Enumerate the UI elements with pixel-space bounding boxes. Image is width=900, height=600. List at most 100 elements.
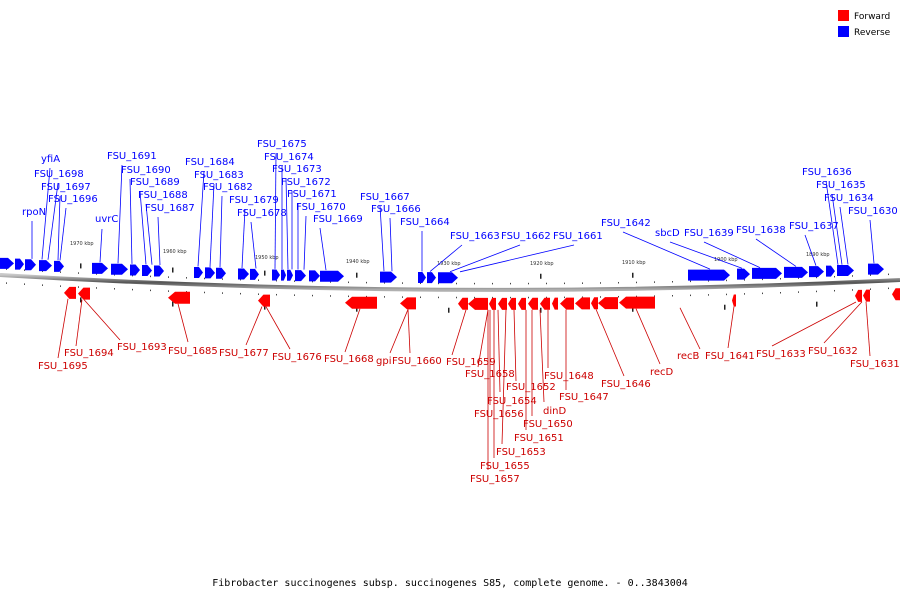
gene-label-fsu-1698[interactable]: FSU_1698: [34, 169, 84, 180]
reverse-gene-feature[interactable]: [142, 265, 152, 277]
forward-gene-feature[interactable]: [498, 297, 507, 310]
gene-label-fsu-1652[interactable]: FSU_1652: [506, 382, 556, 393]
reverse-gene-feature[interactable]: [320, 270, 344, 282]
forward-gene-feature[interactable]: [168, 291, 190, 304]
gene-label-fsu-1632[interactable]: FSU_1632: [808, 346, 858, 357]
gene-label-fsu-1638[interactable]: FSU_1638: [736, 225, 786, 236]
gene-label-yfia[interactable]: yfiA: [41, 154, 60, 165]
forward-gene-feature[interactable]: [458, 297, 468, 310]
gene-label-fsu-1636[interactable]: FSU_1636: [802, 167, 852, 178]
reverse-gene-feature[interactable]: [111, 263, 128, 275]
gene-label-fsu-1679[interactable]: FSU_1679: [229, 195, 279, 206]
gene-label-fsu-1641[interactable]: FSU_1641: [705, 351, 755, 362]
gene-label-fsu-1633[interactable]: FSU_1633: [756, 349, 806, 360]
gene-label-fsu-1660[interactable]: FSU_1660: [392, 356, 442, 367]
reverse-gene-feature[interactable]: [92, 262, 108, 274]
gene-label-fsu-1646[interactable]: FSU_1646: [601, 379, 651, 390]
reverse-gene-feature[interactable]: [438, 272, 458, 284]
gene-label-fsu-1690[interactable]: FSU_1690: [121, 165, 171, 176]
reverse-gene-feature[interactable]: [0, 257, 14, 269]
gene-label-fsu-1695[interactable]: FSU_1695: [38, 361, 88, 372]
reverse-gene-feature[interactable]: [194, 267, 203, 279]
forward-gene-feature[interactable]: [540, 297, 550, 310]
forward-gene-feature[interactable]: [400, 297, 416, 310]
reverse-gene-feature[interactable]: [752, 267, 782, 279]
reverse-gene-feature[interactable]: [380, 271, 397, 283]
reverse-gene-feature[interactable]: [15, 258, 24, 270]
forward-gene-feature[interactable]: [258, 294, 270, 307]
reverse-gene-feature[interactable]: [238, 268, 249, 280]
reverse-gene-feature[interactable]: [309, 270, 320, 282]
gene-label-fsu-1683[interactable]: FSU_1683: [194, 170, 244, 181]
reverse-gene-feature[interactable]: [287, 269, 293, 281]
gene-label-uvrc[interactable]: uvrC: [95, 214, 118, 225]
forward-gene-feature[interactable]: [64, 286, 76, 299]
gene-label-fsu-1676[interactable]: FSU_1676: [272, 352, 322, 363]
gene-label-fsu-1696[interactable]: FSU_1696: [48, 194, 98, 205]
gene-label-fsu-1661[interactable]: FSU_1661: [553, 231, 603, 242]
forward-gene-feature[interactable]: [732, 294, 736, 307]
gene-label-sbcd[interactable]: sbcD: [655, 228, 680, 239]
forward-gene-feature[interactable]: [619, 296, 655, 309]
forward-gene-feature[interactable]: [560, 297, 574, 310]
gene-label-fsu-1664[interactable]: FSU_1664: [400, 217, 450, 228]
forward-gene-feature[interactable]: [863, 289, 870, 302]
reverse-gene-feature[interactable]: [25, 259, 36, 271]
gene-label-recb[interactable]: recB: [677, 351, 700, 362]
gene-label-fsu-1678[interactable]: FSU_1678: [237, 208, 287, 219]
gene-label-fsu-1691[interactable]: FSU_1691: [107, 151, 157, 162]
gene-label-fsu-1671[interactable]: FSU_1671: [287, 189, 337, 200]
gene-label-fsu-1634[interactable]: FSU_1634: [824, 193, 874, 204]
gene-label-rpon[interactable]: rpoN: [22, 207, 46, 218]
gene-label-gpi[interactable]: gpi: [376, 356, 391, 367]
forward-gene-feature[interactable]: [345, 296, 377, 309]
reverse-gene-feature[interactable]: [39, 260, 52, 272]
gene-label-fsu-1689[interactable]: FSU_1689: [130, 177, 180, 188]
gene-label-fsu-1694[interactable]: FSU_1694: [64, 348, 114, 359]
gene-label-fsu-1670[interactable]: FSU_1670: [296, 202, 346, 213]
forward-gene-feature[interactable]: [489, 297, 496, 310]
reverse-gene-feature[interactable]: [130, 264, 140, 276]
forward-gene-feature[interactable]: [528, 297, 538, 310]
gene-label-fsu-1697[interactable]: FSU_1697: [41, 182, 91, 193]
gene-label-fsu-1684[interactable]: FSU_1684: [185, 157, 235, 168]
reverse-gene-feature[interactable]: [809, 266, 824, 278]
gene-label-fsu-1668[interactable]: FSU_1668: [324, 354, 374, 365]
gene-label-fsu-1658[interactable]: FSU_1658: [465, 369, 515, 380]
gene-label-fsu-1672[interactable]: FSU_1672: [281, 177, 331, 188]
gene-label-fsu-1651[interactable]: FSU_1651: [514, 433, 564, 444]
forward-gene-feature[interactable]: [552, 297, 558, 310]
gene-label-fsu-1685[interactable]: FSU_1685: [168, 346, 218, 357]
gene-label-fsu-1669[interactable]: FSU_1669: [313, 214, 363, 225]
reverse-gene-feature[interactable]: [281, 269, 286, 281]
gene-label-fsu-1675[interactable]: FSU_1675: [257, 139, 307, 150]
gene-label-fsu-1655[interactable]: FSU_1655: [480, 461, 530, 472]
gene-label-fsu-1666[interactable]: FSU_1666: [371, 204, 421, 215]
forward-gene-feature[interactable]: [468, 297, 488, 310]
gene-label-fsu-1642[interactable]: FSU_1642: [601, 218, 651, 229]
forward-gene-feature[interactable]: [508, 297, 516, 310]
reverse-gene-feature[interactable]: [54, 260, 64, 272]
forward-gene-feature[interactable]: [78, 287, 90, 300]
gene-label-fsu-1656[interactable]: FSU_1656: [474, 409, 524, 420]
gene-label-fsu-1635[interactable]: FSU_1635: [816, 180, 866, 191]
gene-label-fsu-1687[interactable]: FSU_1687: [145, 203, 195, 214]
gene-label-fsu-1693[interactable]: FSU_1693: [117, 342, 167, 353]
reverse-gene-feature[interactable]: [216, 267, 226, 279]
forward-gene-feature[interactable]: [855, 289, 862, 302]
reverse-gene-feature[interactable]: [427, 272, 436, 284]
forward-gene-feature[interactable]: [591, 297, 598, 310]
gene-label-fsu-1682[interactable]: FSU_1682: [203, 182, 253, 193]
gene-label-fsu-1631[interactable]: FSU_1631: [850, 359, 900, 370]
gene-label-fsu-1673[interactable]: FSU_1673: [272, 164, 322, 175]
forward-gene-feature[interactable]: [598, 297, 618, 310]
reverse-gene-feature[interactable]: [295, 270, 306, 282]
reverse-gene-feature[interactable]: [868, 263, 884, 275]
gene-label-fsu-1657[interactable]: FSU_1657: [470, 474, 520, 485]
gene-label-fsu-1653[interactable]: FSU_1653: [496, 447, 546, 458]
gene-label-fsu-1674[interactable]: FSU_1674: [264, 152, 314, 163]
reverse-gene-feature[interactable]: [418, 272, 426, 284]
gene-label-fsu-1650[interactable]: FSU_1650: [523, 419, 573, 430]
gene-label-fsu-1662[interactable]: FSU_1662: [501, 231, 551, 242]
gene-label-fsu-1637[interactable]: FSU_1637: [789, 221, 839, 232]
